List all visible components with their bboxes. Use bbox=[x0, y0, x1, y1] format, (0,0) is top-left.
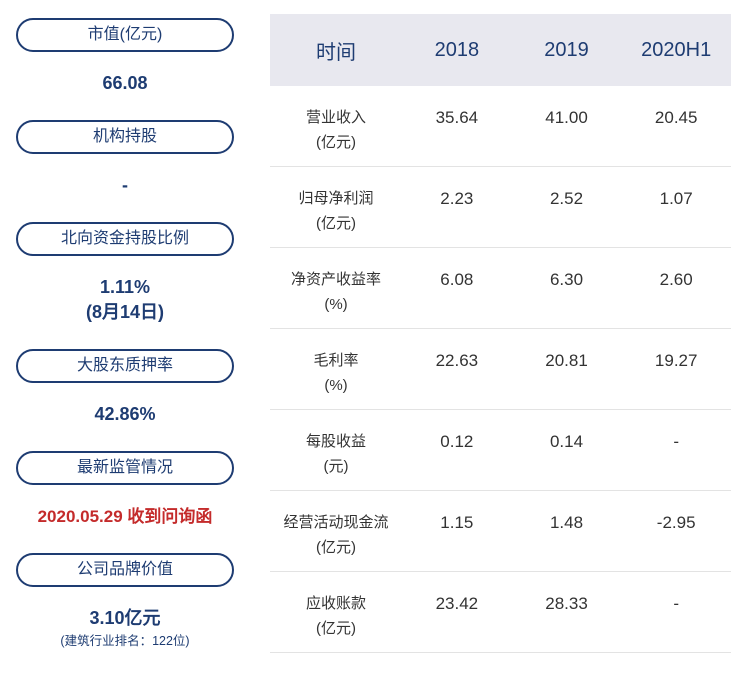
regulatory-status-pill: 最新监管情况 bbox=[16, 451, 234, 485]
cell-2018: 23.42 bbox=[435, 594, 479, 613]
institutional-holdings-pill: 机构持股 bbox=[16, 120, 234, 154]
stats-sidebar: 市值(亿元) 66.08 机构持股 - 北向资金持股比例 1.11% (8月14… bbox=[0, 0, 250, 678]
cell-2020h1: - bbox=[673, 432, 680, 451]
metric-name: 经营活动现金流 bbox=[283, 514, 389, 531]
northbound-ratio-date: (8月14日) bbox=[85, 302, 165, 322]
stat-market-cap: 市值(亿元) 66.08 bbox=[0, 18, 250, 96]
institutional-holdings-label: 机构持股 bbox=[92, 128, 157, 145]
pledge-ratio-label: 大股东质押率 bbox=[76, 357, 173, 374]
table-row-revenue: 营业收入 (亿元) 35.64 41.00 20.45 bbox=[270, 86, 731, 167]
metric-name: 营业收入 bbox=[305, 109, 366, 126]
metric-name: 毛利率 bbox=[313, 352, 359, 369]
table-row-roe: 净资产收益率 (%) 6.08 6.30 2.60 bbox=[270, 248, 731, 329]
metric-name: 归母净利润 bbox=[298, 190, 374, 207]
market-cap-label: 市值(亿元) bbox=[87, 26, 163, 43]
table-row-eps: 每股收益 (元) 0.12 0.14 - bbox=[270, 410, 731, 491]
northbound-ratio-label: 北向资金持股比例 bbox=[60, 230, 189, 247]
metric-unit: (亿元) bbox=[316, 215, 356, 232]
institutional-holdings-value: - bbox=[122, 175, 128, 195]
cell-2018: 1.15 bbox=[440, 513, 474, 532]
brand-value-pill: 公司品牌价值 bbox=[16, 553, 234, 587]
cell-2018: 0.12 bbox=[440, 432, 474, 451]
brand-value-label: 公司品牌价值 bbox=[76, 561, 173, 578]
regulatory-status-label: 最新监管情况 bbox=[76, 459, 173, 476]
stat-pledge-ratio: 大股东质押率 42.86% bbox=[0, 349, 250, 427]
col-header-2019: 2019 bbox=[544, 38, 589, 61]
cell-2020h1: 2.60 bbox=[659, 270, 693, 289]
metric-name: 净资产收益率 bbox=[290, 271, 381, 288]
cell-2018: 6.08 bbox=[440, 270, 474, 289]
col-header-time: 时间 bbox=[316, 41, 356, 64]
col-header-2018: 2018 bbox=[434, 38, 480, 61]
cell-2019: 6.30 bbox=[549, 270, 584, 289]
metric-unit: (%) bbox=[324, 296, 348, 313]
row-label: 每股收益 (元) bbox=[270, 429, 402, 490]
pledge-ratio-value: 42.86% bbox=[94, 404, 156, 424]
row-label: 净资产收益率 (%) bbox=[270, 267, 402, 328]
row-label: 营业收入 (亿元) bbox=[270, 105, 402, 166]
cell-2020h1: -2.95 bbox=[656, 513, 696, 532]
metric-unit: (亿元) bbox=[316, 539, 356, 556]
row-label: 应收账款 (亿元) bbox=[270, 591, 402, 652]
metric-name: 应收账款 bbox=[305, 595, 366, 612]
col-header-2020h1: 2020H1 bbox=[641, 38, 712, 61]
cell-2019: 2.52 bbox=[549, 189, 584, 208]
cell-2020h1: 20.45 bbox=[654, 108, 698, 127]
cell-2019: 0.14 bbox=[549, 432, 584, 451]
cell-2018: 35.64 bbox=[435, 108, 479, 127]
market-cap-value: 66.08 bbox=[102, 73, 148, 93]
cell-2019: 1.48 bbox=[549, 513, 584, 532]
table-header-row: 时间 2018 2019 2020H1 bbox=[270, 14, 731, 86]
cell-2018: 2.23 bbox=[440, 189, 474, 208]
row-label: 归母净利润 (亿元) bbox=[270, 186, 402, 247]
table-row-operating-cashflow: 经营活动现金流 (亿元) 1.15 1.48 -2.95 bbox=[270, 491, 731, 572]
cell-2019: 41.00 bbox=[545, 108, 588, 127]
metric-unit: (亿元) bbox=[316, 134, 356, 151]
stat-northbound-ratio: 北向资金持股比例 1.11% (8月14日) bbox=[0, 222, 250, 325]
metric-name: 每股收益 bbox=[305, 433, 366, 450]
cell-2020h1: 19.27 bbox=[654, 351, 698, 370]
row-label: 毛利率 (%) bbox=[270, 348, 402, 409]
table-row-gross-margin: 毛利率 (%) 22.63 20.81 19.27 bbox=[270, 329, 731, 410]
cell-2020h1: 1.07 bbox=[659, 189, 693, 208]
market-cap-pill: 市值(亿元) bbox=[16, 18, 234, 52]
financial-table: 时间 2018 2019 2020H1 营业收入 (亿元) 35.64 41.0… bbox=[250, 0, 750, 678]
brand-value-rank-note: (建筑行业排名：122位) bbox=[60, 634, 190, 648]
row-label: 经营活动现金流 (亿元) bbox=[270, 510, 402, 571]
pledge-ratio-pill: 大股东质押率 bbox=[16, 349, 234, 383]
brand-value-amount: 3.10亿元 bbox=[89, 608, 161, 628]
stat-institutional-holdings: 机构持股 - bbox=[0, 120, 250, 198]
cell-2020h1: - bbox=[673, 594, 680, 613]
table-row-accounts-receivable: 应收账款 (亿元) 23.42 28.33 - bbox=[270, 572, 731, 653]
cell-2018: 22.63 bbox=[435, 351, 479, 370]
table-row-net-profit: 归母净利润 (亿元) 2.23 2.52 1.07 bbox=[270, 167, 731, 248]
cell-2019: 20.81 bbox=[545, 351, 588, 370]
metric-unit: (亿元) bbox=[316, 620, 356, 637]
stat-brand-value: 公司品牌价值 3.10亿元 (建筑行业排名：122位) bbox=[0, 553, 250, 652]
stat-regulatory-status: 最新监管情况 2020.05.29 收到问询函 bbox=[0, 451, 250, 529]
metric-unit: (%) bbox=[324, 377, 348, 394]
northbound-ratio-pill: 北向资金持股比例 bbox=[16, 222, 234, 256]
northbound-ratio-value: 1.11% bbox=[99, 277, 151, 297]
regulatory-status-value: 2020.05.29 收到问询函 bbox=[37, 507, 213, 526]
metric-unit: (元) bbox=[323, 458, 349, 475]
cell-2019: 28.33 bbox=[545, 594, 588, 613]
